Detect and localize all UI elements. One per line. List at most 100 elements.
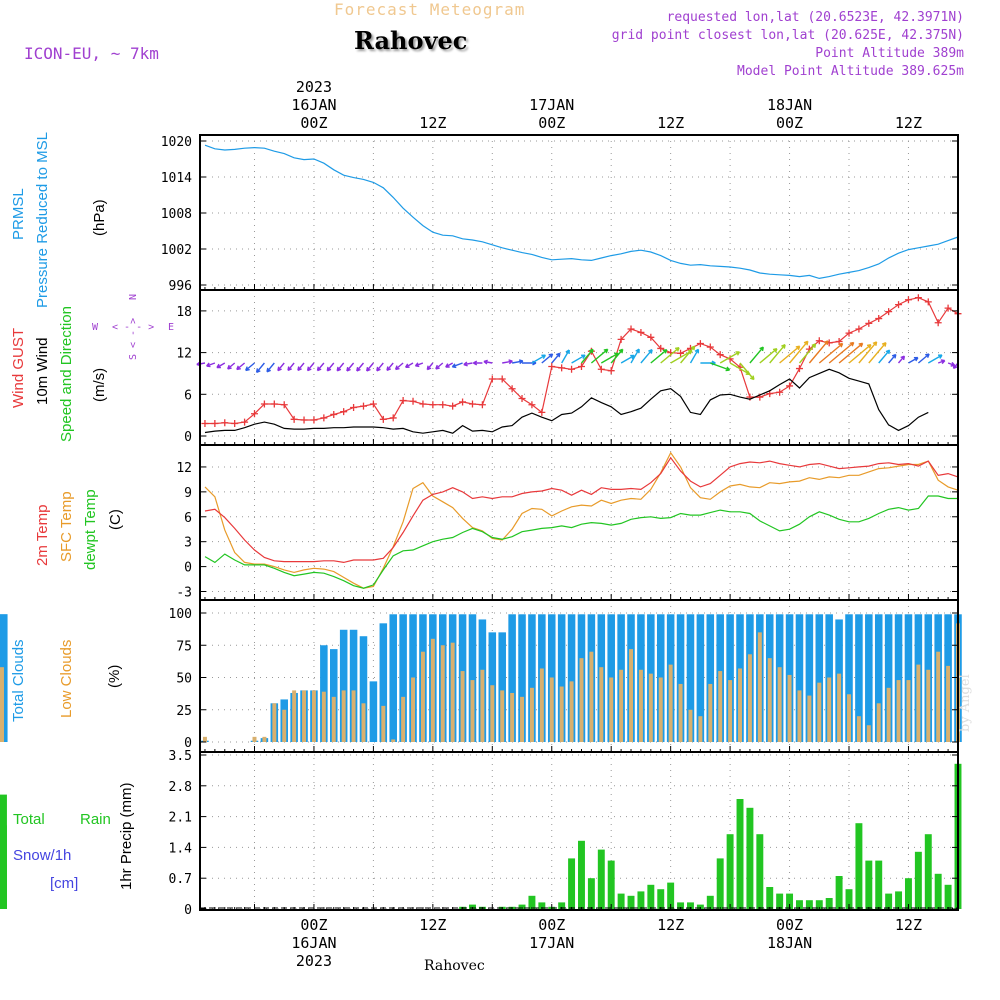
ytick-label: 18 [176,305,192,320]
wind-arrow [650,349,668,364]
label-precip: 1hr Precip (mm) [118,782,135,890]
gust-marker [558,364,566,372]
wind-arrow [937,359,946,365]
ytick-label: 2.8 [169,780,192,795]
wind-arrow [868,342,887,364]
rain-bar [677,902,685,909]
rain-bar [687,902,694,909]
total-cloud-bar [528,614,536,742]
low-cloud-bar [480,669,485,742]
low-cloud-bar [420,651,425,742]
label-gust: Wind GUST [10,328,27,408]
time-label-bottom: 00Z [300,916,327,934]
total-cloud-bar [815,614,824,742]
gust-marker [795,365,803,373]
rain-bar [538,902,546,909]
low-cloud-bar [728,680,733,742]
gust-marker [350,404,358,412]
gust-marker [369,400,377,408]
low-cloud-bar [807,695,812,742]
total-cloud-bar [904,614,913,742]
rain-bar [736,799,744,909]
low-cloud-bar [926,669,931,742]
gust-marker [548,363,556,370]
gust-marker [706,343,714,351]
rain-bar [865,860,873,909]
gust-marker [468,400,476,408]
low-cloud-bar [440,645,445,742]
gust-marker [865,319,873,327]
wind-arrow [749,346,764,364]
gust-marker [607,367,615,375]
time-label-top: 00Z [776,114,803,132]
rain-bar [756,834,764,909]
ytick-label: 996 [169,279,192,294]
wind-arrow [897,355,906,364]
wind-arrow [789,340,809,364]
ytick-label: 1.4 [169,841,193,856]
gust-marker [260,400,268,408]
rain-bar [805,900,813,909]
label-pct: (%) [106,665,123,688]
total-cloud-bar [874,614,883,742]
low-cloud-bar [817,682,822,742]
total-cloud-bar [795,614,804,742]
ytick-label: 6 [184,388,192,403]
wind-arrow [511,359,524,365]
low-cloud-bar [648,673,653,742]
wind-arrow [590,348,609,364]
rain-bar [667,882,675,909]
rain-bar [597,849,605,909]
time-label-top: 2023 [296,78,332,96]
wind-arrow [680,345,696,364]
gust-marker [637,328,645,336]
low-cloud-bar [520,696,525,742]
label-prmsl: PRMSL [10,188,27,240]
low-cloud-bar [430,638,435,742]
low-cloud-bar [599,667,604,742]
cloud-bars [0,614,962,742]
wind-arrow [541,353,554,364]
low-cloud-bar [708,683,713,742]
sfc-temp-line [204,451,959,589]
wind-line [204,368,929,434]
ytick-label: 1014 [161,171,192,186]
rain-bar [786,893,794,909]
gust-marker [617,335,625,343]
wind-arrow [472,360,483,366]
low-cloud-bar [321,691,326,742]
compass-s: S [128,354,139,360]
wind-arrow [306,362,315,372]
low-cloud-bar [827,677,832,742]
gust-marker [290,415,298,423]
wind-arrow [483,359,493,365]
total-cloud-bar [696,614,705,742]
wind-arrow [451,362,463,369]
label-2mtemp: 2m Temp [34,505,51,566]
axis-ticks: 996 1002 1008 1014 1020 0 6 12 18 -3 0 3 6 9 12 0 25 50 75… [161,135,959,918]
rain-bar [914,851,922,909]
low-cloud-bar [886,687,891,742]
rain-bar [637,891,645,909]
model-altitude: Model Point Altitude 389.625m [737,64,964,79]
low-cloud-bar [837,673,842,742]
ytick-label: 3.5 [169,749,192,764]
wind-arrow [435,362,444,370]
gust-marker [201,419,209,427]
ytick-label: 75 [176,639,192,654]
low-cloud-bar [866,725,871,742]
gust-marker [716,351,724,359]
ytick-label: 1008 [161,207,192,222]
compass-w: W [92,322,99,333]
gust-marker [914,294,922,302]
wind-arrow [245,362,255,372]
low-cloud-bar [856,716,861,742]
total-cloud-bar [894,614,903,742]
wind-arrow [848,344,872,364]
gust-marker [280,401,288,409]
gust-marker [647,333,655,341]
gust-marker [518,394,526,402]
wind-arrow [927,354,943,364]
low-cloud-bar [510,692,515,742]
